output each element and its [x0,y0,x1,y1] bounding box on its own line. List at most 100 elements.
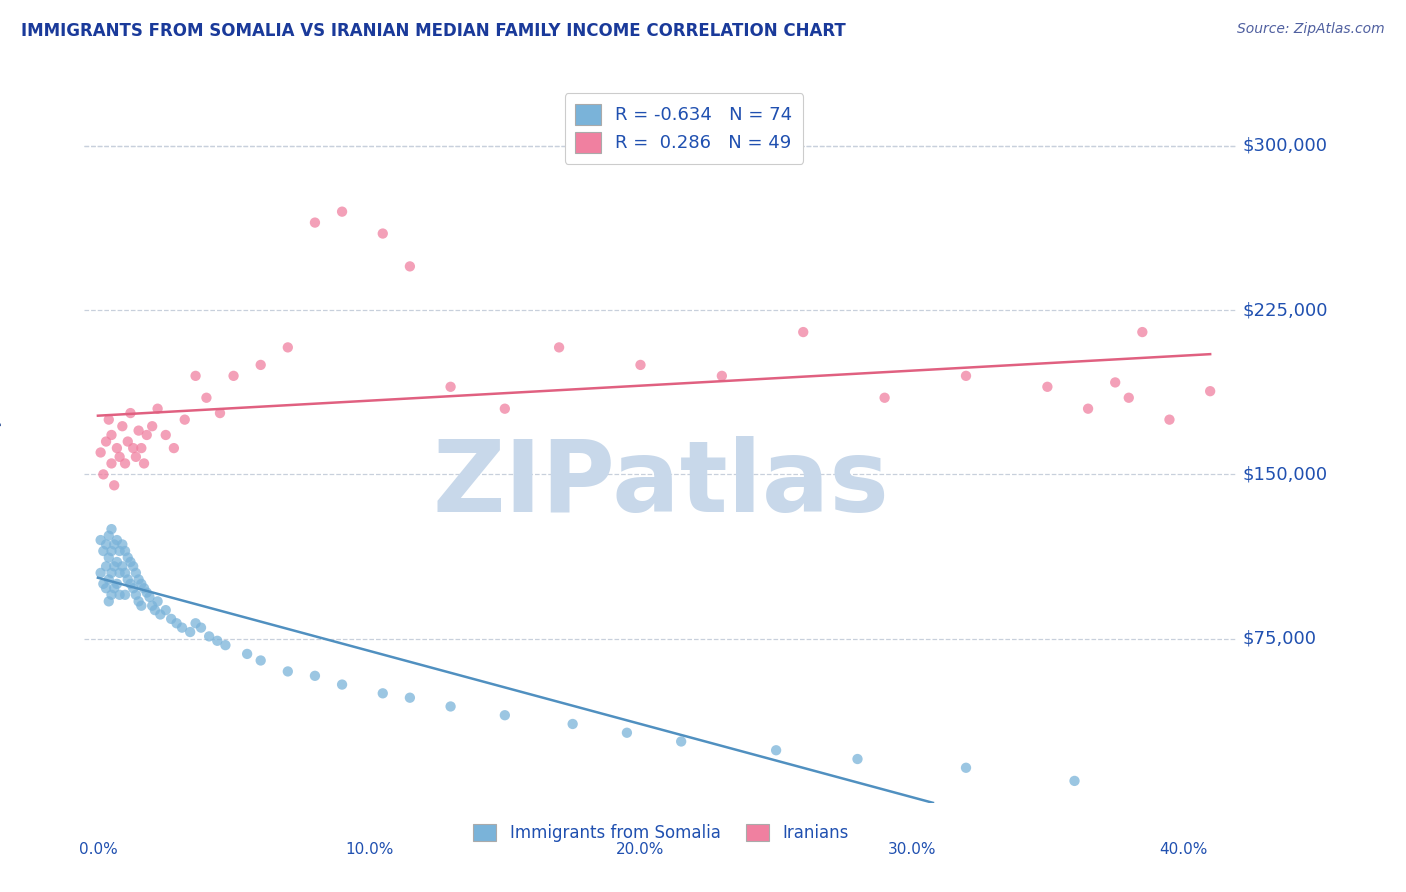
Point [97,594,120,608]
Point [207,633,229,648]
Point [141,599,163,613]
Point [100,566,122,580]
Point [93,544,115,558]
Point [114,544,136,558]
Point [114,457,136,471]
Point [208,406,231,420]
Point [198,629,221,643]
Point [105,533,128,547]
Point [1159,412,1181,426]
Text: 30.0%: 30.0% [887,842,936,857]
Point [117,550,139,565]
Point [179,625,201,640]
Point [249,358,271,372]
Text: IMMIGRANTS FROM SOMALIA VS IRANIAN MEDIAN FAMILY INCOME CORRELATION CHART: IMMIGRANTS FROM SOMALIA VS IRANIAN MEDIA… [21,22,846,40]
Point [249,653,271,667]
Point [108,588,131,602]
Point [103,478,125,492]
Point [135,585,157,599]
Point [120,577,142,591]
Point [100,428,122,442]
Point [163,441,186,455]
Point [131,577,153,591]
Point [131,599,153,613]
Point [103,537,125,551]
Point [173,412,195,426]
Text: Median Family Income: Median Family Income [0,356,3,527]
Point [103,559,125,574]
Text: Source: ZipAtlas.com: Source: ZipAtlas.com [1237,22,1385,37]
Point [132,457,155,471]
Point [765,743,787,757]
Text: $300,000: $300,000 [1243,137,1327,155]
Point [141,419,163,434]
Point [1104,376,1126,390]
Point [94,434,117,449]
Text: $150,000: $150,000 [1243,466,1327,483]
Point [330,677,353,691]
Text: $225,000: $225,000 [1243,301,1329,319]
Point [955,368,977,383]
Point [125,566,148,580]
Point [184,616,207,631]
Point [122,581,145,595]
Point [111,559,134,574]
Point [143,603,166,617]
Point [222,368,245,383]
Point [94,537,117,551]
Point [138,590,160,604]
Point [166,616,188,631]
Point [111,537,134,551]
Point [792,325,814,339]
Point [120,555,142,569]
Point [277,665,299,679]
Point [105,555,128,569]
Point [873,391,896,405]
Point [1036,380,1059,394]
Point [277,340,299,354]
Point [103,581,125,595]
Point [90,445,112,459]
Point [122,559,145,574]
Point [439,699,461,714]
Point [304,669,326,683]
Point [846,752,869,766]
Point [630,358,652,372]
Point [97,412,120,426]
Point [195,391,218,405]
Point [108,450,131,464]
Point [439,380,461,394]
Text: 10.0%: 10.0% [344,842,394,857]
Point [114,566,136,580]
Point [100,522,122,536]
Point [135,428,157,442]
Point [710,368,733,383]
Point [120,406,142,420]
Point [371,227,394,241]
Point [93,467,115,482]
Point [155,603,177,617]
Point [1077,401,1099,416]
Point [128,594,150,608]
Point [90,566,112,580]
Point [1199,384,1222,399]
Point [494,708,516,723]
Point [371,686,394,700]
Point [94,581,117,595]
Point [131,441,153,455]
Point [122,441,145,455]
Point [93,577,115,591]
Point [399,260,422,274]
Point [146,594,169,608]
Point [1130,325,1153,339]
Point [97,550,120,565]
Point [955,761,977,775]
Point [105,441,128,455]
Point [149,607,172,622]
Point [94,559,117,574]
Point [1118,391,1140,405]
Point [330,204,353,219]
Point [155,428,177,442]
Point [616,725,638,739]
Point [111,419,134,434]
